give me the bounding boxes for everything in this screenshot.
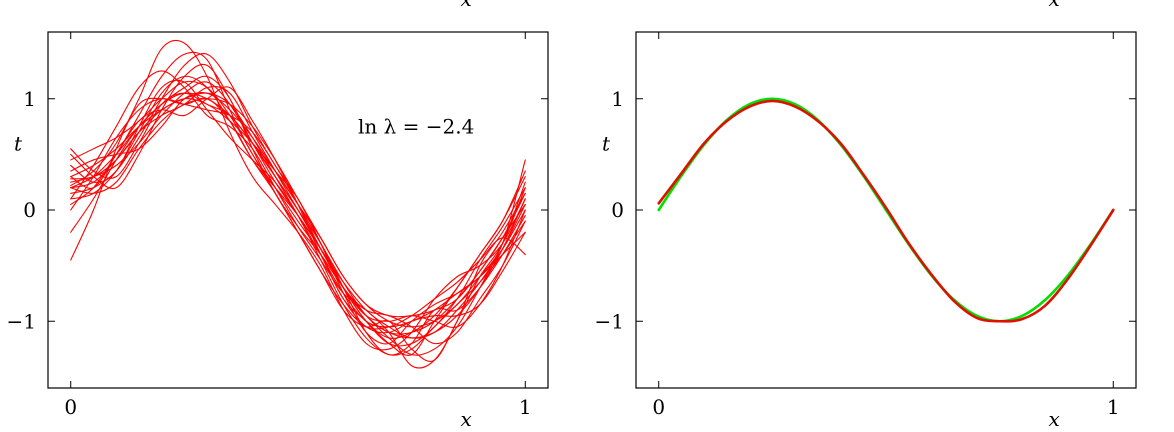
x-tick-label: 0 (64, 395, 77, 419)
series-group (657, 97, 1115, 323)
y-axis-label: t (14, 131, 23, 155)
left-chart-panel: 0 1 −1 0 1 x t x ln λ = −2.4 (7, 0, 549, 431)
series-line-2 (657, 99, 1115, 323)
x-tick-label: 1 (519, 395, 532, 419)
x-axis-label: x (461, 407, 472, 431)
x-axis-label-upper-panel: x (1049, 0, 1060, 11)
x-tick-label: 1 (1107, 395, 1120, 419)
y-tick-label: −1 (7, 309, 36, 333)
lambda-annotation: ln λ = −2.4 (358, 115, 474, 139)
y-axis-label: t (602, 131, 611, 155)
right-chart-panel: 0 1 −1 0 1 x t x (595, 0, 1137, 431)
y-tick-label: −1 (595, 309, 624, 333)
y-tick-label: 0 (611, 198, 624, 222)
series-line-19 (70, 98, 526, 339)
x-axis-label-upper-panel: x (461, 0, 472, 11)
series-line-2 (70, 51, 526, 356)
series-line-20 (70, 92, 526, 335)
series-group (70, 39, 526, 369)
x-axis-label: x (1049, 407, 1060, 431)
y-tick-label: 0 (23, 198, 36, 222)
x-tick-label: 0 (652, 395, 665, 419)
series-line-17 (70, 80, 526, 330)
y-tick-label: 1 (23, 87, 36, 111)
series-line-16 (70, 98, 526, 328)
y-tick-label: 1 (611, 87, 624, 111)
